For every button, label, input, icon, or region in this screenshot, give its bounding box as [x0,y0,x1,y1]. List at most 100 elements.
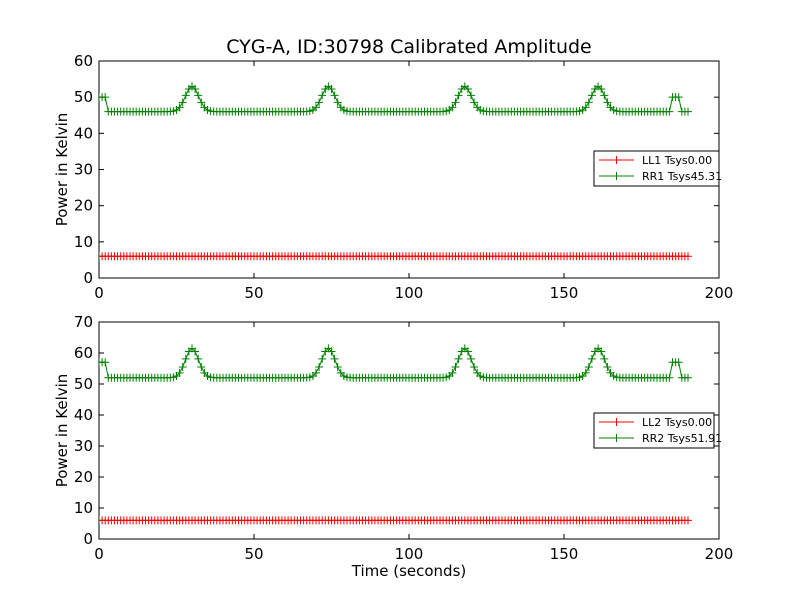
data-point [454,354,463,363]
legend-box [593,150,720,187]
data-point [448,103,457,112]
data-point [175,103,184,112]
data-point [315,98,324,107]
y-tick-label: 60 [74,52,93,70]
data-point [318,91,327,100]
x-tick-label: 100 [395,284,424,302]
x-tick-label: 50 [244,545,263,563]
legend-marker [612,418,621,426]
data-point [684,516,692,525]
data-point [470,362,479,371]
data-point [684,252,692,261]
chart-title: CYG-A, ID:30798 Calibrated Amplitude [226,36,591,58]
y-tick-label: 50 [74,375,93,393]
y-tick-label: 70 [74,313,93,331]
legend-entry: LL2 Tsys0.00 [642,416,712,429]
data-point [665,373,674,382]
legend-marker [612,156,621,164]
data-point [674,358,683,367]
y-tick-label: 20 [74,197,93,215]
legend: LL1 Tsys0.00 RR1 Tsys45.31 [593,150,722,187]
data-point [467,354,475,363]
y-axis-label: Power in Kelvin [53,374,71,488]
data-point [684,373,692,382]
x-tick-label: 100 [395,545,424,563]
data-point [330,354,339,363]
data-point [587,354,596,363]
x-tick-label: 0 [94,284,104,302]
data-point [674,93,683,102]
x-tick-label: 200 [705,545,734,563]
data-point [665,107,674,116]
series-rr [99,82,692,116]
data-point [684,107,692,116]
legend-marker [612,172,621,180]
data-point [318,354,327,363]
legend-entry: LL1 Tsys0.00 [642,154,712,167]
x-tick-label: 0 [94,545,104,563]
data-point [463,347,472,356]
data-point [470,98,479,107]
series-ll [99,516,692,525]
top-panel: 0 50 100 150 200 0 10 20 30 40 50 60 Power in Kelvin… [53,52,733,302]
y-tick-label: 10 [74,499,93,517]
data-point [327,84,336,93]
y-tick-label: 30 [74,161,93,179]
data-point [581,368,590,377]
data-point [467,91,475,100]
data-point [463,84,472,93]
data-point [333,98,342,107]
y-tick-label: 50 [74,88,93,106]
data-point [101,358,110,367]
data-point [191,347,200,356]
y-tick-label: 0 [83,269,93,287]
x-axis-label: Time (seconds) [351,562,467,580]
data-point [454,91,463,100]
data-point [448,368,457,377]
data-point [181,91,190,100]
data-point [194,354,203,363]
data-point [312,103,320,112]
x-tick-label: 50 [244,284,263,302]
legend-marker [612,434,621,442]
y-tick-label: 40 [74,124,93,142]
data-point [330,91,339,100]
data-point [312,368,320,377]
data-point [194,91,203,100]
data-point [451,98,460,107]
data-point [333,362,342,371]
series-rr [99,344,692,382]
x-tick-label: 150 [550,284,579,302]
data-point [181,354,190,363]
legend-box [593,412,715,449]
y-tick-label: 60 [74,344,93,362]
data-point [603,98,612,107]
x-tick-label: 200 [705,284,734,302]
y-tick-label: 40 [74,406,93,424]
y-tick-label: 10 [74,233,93,251]
y-tick-label: 20 [74,468,93,486]
data-point [191,84,200,93]
legend-entry: RR2 Tsys51.91 [642,432,722,445]
data-point [584,98,593,107]
data-point [581,103,590,112]
y-tick-label: 0 [83,530,93,548]
data-point [603,362,612,371]
y-tick-label: 30 [74,437,93,455]
data-point [587,91,596,100]
data-point [584,362,593,371]
data-point [597,347,606,356]
data-point [197,362,206,371]
data-point [178,98,187,107]
series-ll [99,252,692,261]
data-point [315,362,324,371]
data-point [597,84,606,93]
data-point [178,362,187,371]
data-point [600,354,609,363]
x-tick-label: 150 [550,545,579,563]
legend-entry: RR1 Tsys45.31 [642,170,722,183]
data-point [175,368,184,377]
bottom-panel: 0 50 100 150 200 0 10 20 30 40 50 60 70 Power in Kelv… [53,313,733,580]
data-point [600,91,609,100]
